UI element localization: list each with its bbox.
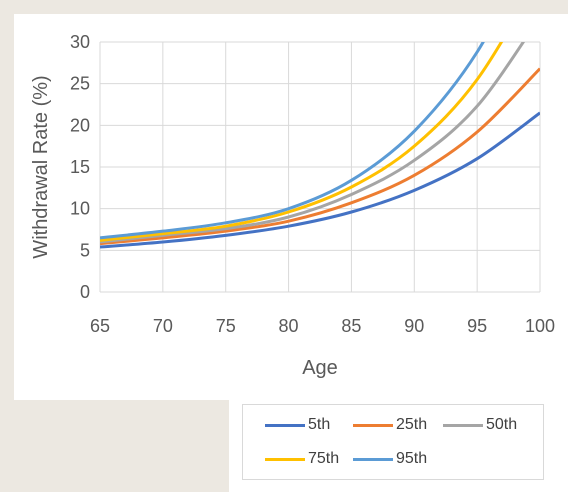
y-tick-label: 0 [80,282,90,302]
legend-item-25th: 25th [353,416,427,434]
legend-item-95th: 95th [353,450,427,468]
series-line-95th [100,42,485,240]
legend-swatch [353,423,393,427]
legend-label: 50th [486,416,518,433]
legend-item-5th: 5th [265,416,330,434]
series-line-50th [100,42,526,244]
x-tick-label: 85 [341,316,361,336]
x-tick-label: 90 [404,316,424,336]
x-tick-label: 70 [153,316,173,336]
legend-swatch [265,423,305,427]
x-tick-labels: 65 70 75 80 85 90 95 100 [90,316,555,336]
legend-swatch [353,457,393,461]
legend-item-50th: 50th [443,416,517,434]
series-lines [100,42,540,249]
y-tick-label: 30 [70,32,90,52]
legend-label: 95th [396,450,428,467]
y-tick-label: 25 [70,74,90,94]
grid-lines [99,41,541,293]
y-tick-label: 15 [70,157,90,177]
legend-item-75th: 75th [265,450,339,468]
legend-label: 75th [308,450,340,467]
series-line-75th [100,42,504,242]
legend-swatch [443,423,483,427]
y-axis-title: Withdrawal Rate (%) [30,75,52,258]
legend-swatch [265,457,305,461]
y-tick-label: 10 [70,199,90,219]
x-tick-label: 100 [525,316,555,336]
legend: 5th 25th 50th 75th 95th [242,404,544,480]
series-line-25th [100,67,540,246]
y-tick-label: 20 [70,115,90,135]
x-tick-label: 75 [216,316,236,336]
y-tick-labels: 0 5 10 15 20 25 30 [70,32,90,302]
x-tick-label: 65 [90,316,110,336]
series-line-5th [100,111,540,249]
x-axis-title: Age [302,357,338,379]
x-tick-label: 95 [467,316,487,336]
y-tick-label: 5 [80,240,90,260]
x-tick-label: 80 [279,316,299,336]
legend-label: 25th [396,416,428,433]
legend-label: 5th [308,416,331,433]
